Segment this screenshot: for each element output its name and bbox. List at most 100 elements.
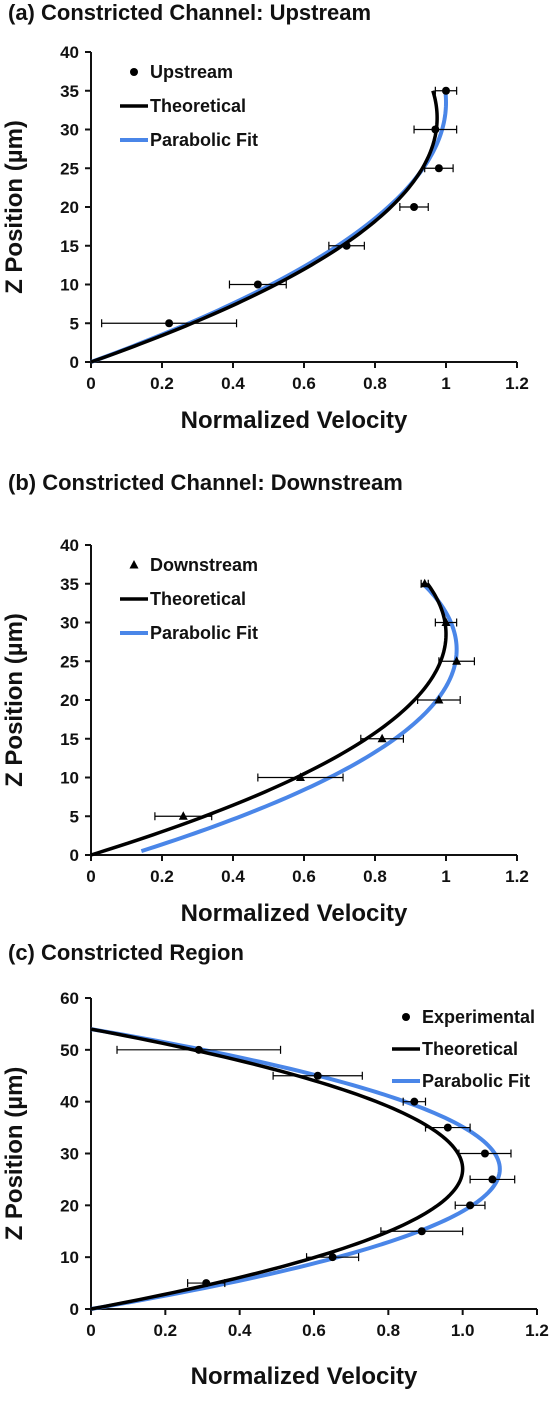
x-tick-label: 0.6 <box>292 867 316 886</box>
y-tick-label: 10 <box>60 769 79 788</box>
data-point <box>466 1201 475 1210</box>
panel-title-b: (b) Constricted Channel: Downstream <box>8 470 403 495</box>
legend-label: Parabolic Fit <box>422 1071 530 1091</box>
x-axis-title: Normalized Velocity <box>181 900 408 927</box>
y-tick-label: 10 <box>60 276 79 295</box>
x-tick-label: 0.6 <box>302 1321 326 1340</box>
data-point <box>431 125 440 134</box>
x-tick-label: 1.2 <box>525 1321 549 1340</box>
data-point <box>434 695 444 704</box>
data-point <box>328 1253 337 1262</box>
x-tick-label: 0 <box>86 1321 95 1340</box>
chart-c: 0 0.2 0.4 0.6 0.8 1.0 1.2 0 10 20 30 40 50 60 Normaliz… <box>1 989 549 1390</box>
data-point <box>410 203 419 211</box>
y-tick-label: 0 <box>70 353 79 372</box>
y-tick-label: 20 <box>60 1196 79 1215</box>
y-tick-label: 20 <box>60 691 79 710</box>
y-tick-label: 25 <box>60 159 79 178</box>
data-point <box>480 1149 489 1158</box>
panel-title-a: (a) Constricted Channel: Upstream <box>8 0 372 25</box>
data-point <box>313 1071 322 1080</box>
chart-b: 0 0.2 0.4 0.6 0.8 1 1.2 0 5 10 15 20 25 30 35 40 Normali… <box>1 536 529 927</box>
data-point <box>295 772 305 781</box>
y-tick-label: 10 <box>60 1248 79 1267</box>
legend-marker <box>130 68 138 76</box>
y-axis-title: Z Position (µm) <box>1 613 28 787</box>
y-tick-label: 15 <box>60 730 79 749</box>
data-point <box>178 811 188 820</box>
data-point <box>488 1175 497 1184</box>
legend-label: Experimental <box>422 1007 535 1027</box>
data-point <box>165 319 174 328</box>
data-point <box>253 280 262 289</box>
x-tick-label: 0.2 <box>150 867 174 886</box>
y-tick-label: 40 <box>60 1093 79 1112</box>
data-point <box>443 1123 452 1132</box>
x-tick-label: 1.0 <box>451 1321 475 1340</box>
y-tick-label: 35 <box>60 575 79 594</box>
y-tick-label: 35 <box>60 82 79 101</box>
x-tick-label: 0.6 <box>292 374 316 393</box>
x-tick-label: 0.2 <box>150 374 174 393</box>
x-axis-title: Normalized Velocity <box>181 407 408 434</box>
x-tick-label: 0 <box>86 867 95 886</box>
y-tick-label: 60 <box>60 989 79 1008</box>
y-tick-label: 30 <box>60 614 79 633</box>
x-tick-label: 0 <box>86 374 95 393</box>
data-point <box>202 1279 211 1288</box>
x-tick-label: 0.8 <box>363 374 387 393</box>
x-tick-label: 1.2 <box>505 374 529 393</box>
x-tick-label: 1 <box>441 374 450 393</box>
y-tick-label: 5 <box>70 314 79 333</box>
x-tick-label: 1.2 <box>505 867 529 886</box>
legend-label: Parabolic Fit <box>150 623 258 643</box>
data-point <box>417 1227 426 1236</box>
y-tick-label: 30 <box>60 121 79 140</box>
legend-marker <box>402 1013 410 1021</box>
y-tick-label: 40 <box>60 536 79 555</box>
y-tick-label: 50 <box>60 1041 79 1060</box>
data-point <box>442 86 450 95</box>
y-tick-label: 0 <box>70 846 79 865</box>
legend-marker <box>129 560 139 569</box>
y-tick-label: 0 <box>70 1300 79 1319</box>
y-tick-label: 30 <box>60 1145 79 1164</box>
legend-label: Parabolic Fit <box>150 130 258 150</box>
data-point <box>420 578 430 588</box>
x-tick-label: 0.4 <box>228 1321 252 1340</box>
y-axis-title: Z Position (µm) <box>1 1067 28 1241</box>
theoretical-curve <box>90 90 439 364</box>
legend-label: Theoretical <box>150 96 246 116</box>
y-tick-label: 15 <box>60 237 79 256</box>
parabolic-fit-curve <box>140 582 459 854</box>
panel-title-c: (c) Constricted Region <box>8 940 244 965</box>
data-point <box>410 1097 419 1106</box>
y-tick-label: 40 <box>60 43 79 62</box>
chart-panel-a: (a) Constricted Channel: Upstream 0 0.2 0.… <box>0 0 551 470</box>
y-tick-label: 20 <box>60 198 79 217</box>
x-tick-label: 0.8 <box>377 1321 401 1340</box>
x-tick-label: 1 <box>441 867 450 886</box>
chart-panel-c: (c) Constricted Region 0 0.2 0.4 0.6 0.8 1.0 1… <box>0 940 551 1410</box>
x-tick-label: 0.8 <box>363 867 387 886</box>
legend-label: Theoretical <box>150 589 246 609</box>
theoretical-curve <box>90 1027 465 1311</box>
data-point <box>452 656 462 665</box>
x-tick-label: 0.4 <box>221 374 245 393</box>
x-axis-title: Normalized Velocity <box>191 1363 418 1390</box>
y-tick-label: 25 <box>60 652 79 671</box>
x-tick-label: 0.2 <box>154 1321 178 1340</box>
y-tick-label: 5 <box>70 807 79 826</box>
data-point <box>441 617 451 626</box>
chart-a: 0 0.2 0.4 0.6 0.8 1 1.2 0 5 10 15 20 25 30 35 40 Normali… <box>1 43 529 434</box>
data-point <box>434 164 443 173</box>
theoretical-curve <box>90 582 448 857</box>
x-tick-label: 0.4 <box>221 867 245 886</box>
legend-label: Downstream <box>150 555 258 575</box>
legend-label: Theoretical <box>422 1039 518 1059</box>
data-point <box>194 1045 203 1054</box>
data-point <box>377 733 387 743</box>
y-axis-title: Z Position (µm) <box>1 120 28 294</box>
parabolic-fit-curve <box>90 90 449 364</box>
legend-label: Upstream <box>150 62 233 82</box>
